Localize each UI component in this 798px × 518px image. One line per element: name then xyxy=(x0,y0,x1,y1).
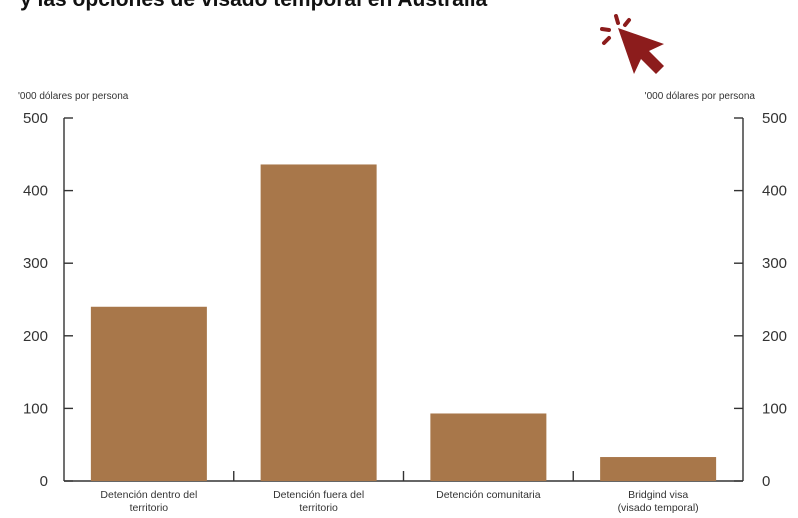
x-category-label: Detención comunitaria xyxy=(436,489,541,501)
right-unit-label: '000 dólares por persona xyxy=(645,91,756,102)
left-y-tick-label: 0 xyxy=(40,473,48,490)
right-y-tick-label: 100 xyxy=(762,400,787,417)
right-y-tick-label: 400 xyxy=(762,183,787,200)
bar xyxy=(260,164,377,482)
bar xyxy=(600,457,717,481)
left-y-tick-label: 400 xyxy=(23,183,48,200)
x-category-label-line: territorio xyxy=(130,502,169,514)
bar xyxy=(90,306,207,481)
left-unit-label: '000 dólares por persona xyxy=(18,91,129,102)
x-category-label-line: (visado temporal) xyxy=(618,502,699,514)
left-y-tick-label: 300 xyxy=(23,255,48,272)
category-labels-group: Detención dentro del territorioDetención … xyxy=(100,489,698,514)
axes-group: 0 0 100 100 200 200 300 300 400 400 500 500 xyxy=(23,110,787,490)
x-category-label-line: Bridgind visa xyxy=(628,489,688,501)
x-category-label-line: Detención fuera del xyxy=(273,489,364,501)
x-category-label-line: territorio xyxy=(299,502,338,514)
bar xyxy=(430,413,547,481)
pointer-click-icon xyxy=(600,14,664,74)
right-y-tick-label: 300 xyxy=(762,255,787,272)
x-category-label: Detención dentro del territorio xyxy=(100,489,197,514)
left-y-tick-label: 100 xyxy=(23,400,48,417)
left-y-tick-label: 200 xyxy=(23,328,48,345)
chart-title: y las opciones de visado temporal en Aus… xyxy=(20,0,487,12)
x-category-label: Detención fuera del territorio xyxy=(273,489,364,514)
right-y-tick-label: 0 xyxy=(762,473,770,490)
x-category-label: Bridgind visa (visado temporal) xyxy=(618,489,699,514)
x-category-label-line: Detención dentro del xyxy=(100,489,197,501)
x-category-label-line: Detención comunitaria xyxy=(436,489,541,501)
left-y-tick-label: 500 xyxy=(23,110,48,127)
right-y-tick-label: 500 xyxy=(762,110,787,127)
title-clip: y las opciones de visado temporal en Aus… xyxy=(0,0,798,12)
right-y-tick-label: 200 xyxy=(762,328,787,345)
bars-group xyxy=(90,164,717,482)
